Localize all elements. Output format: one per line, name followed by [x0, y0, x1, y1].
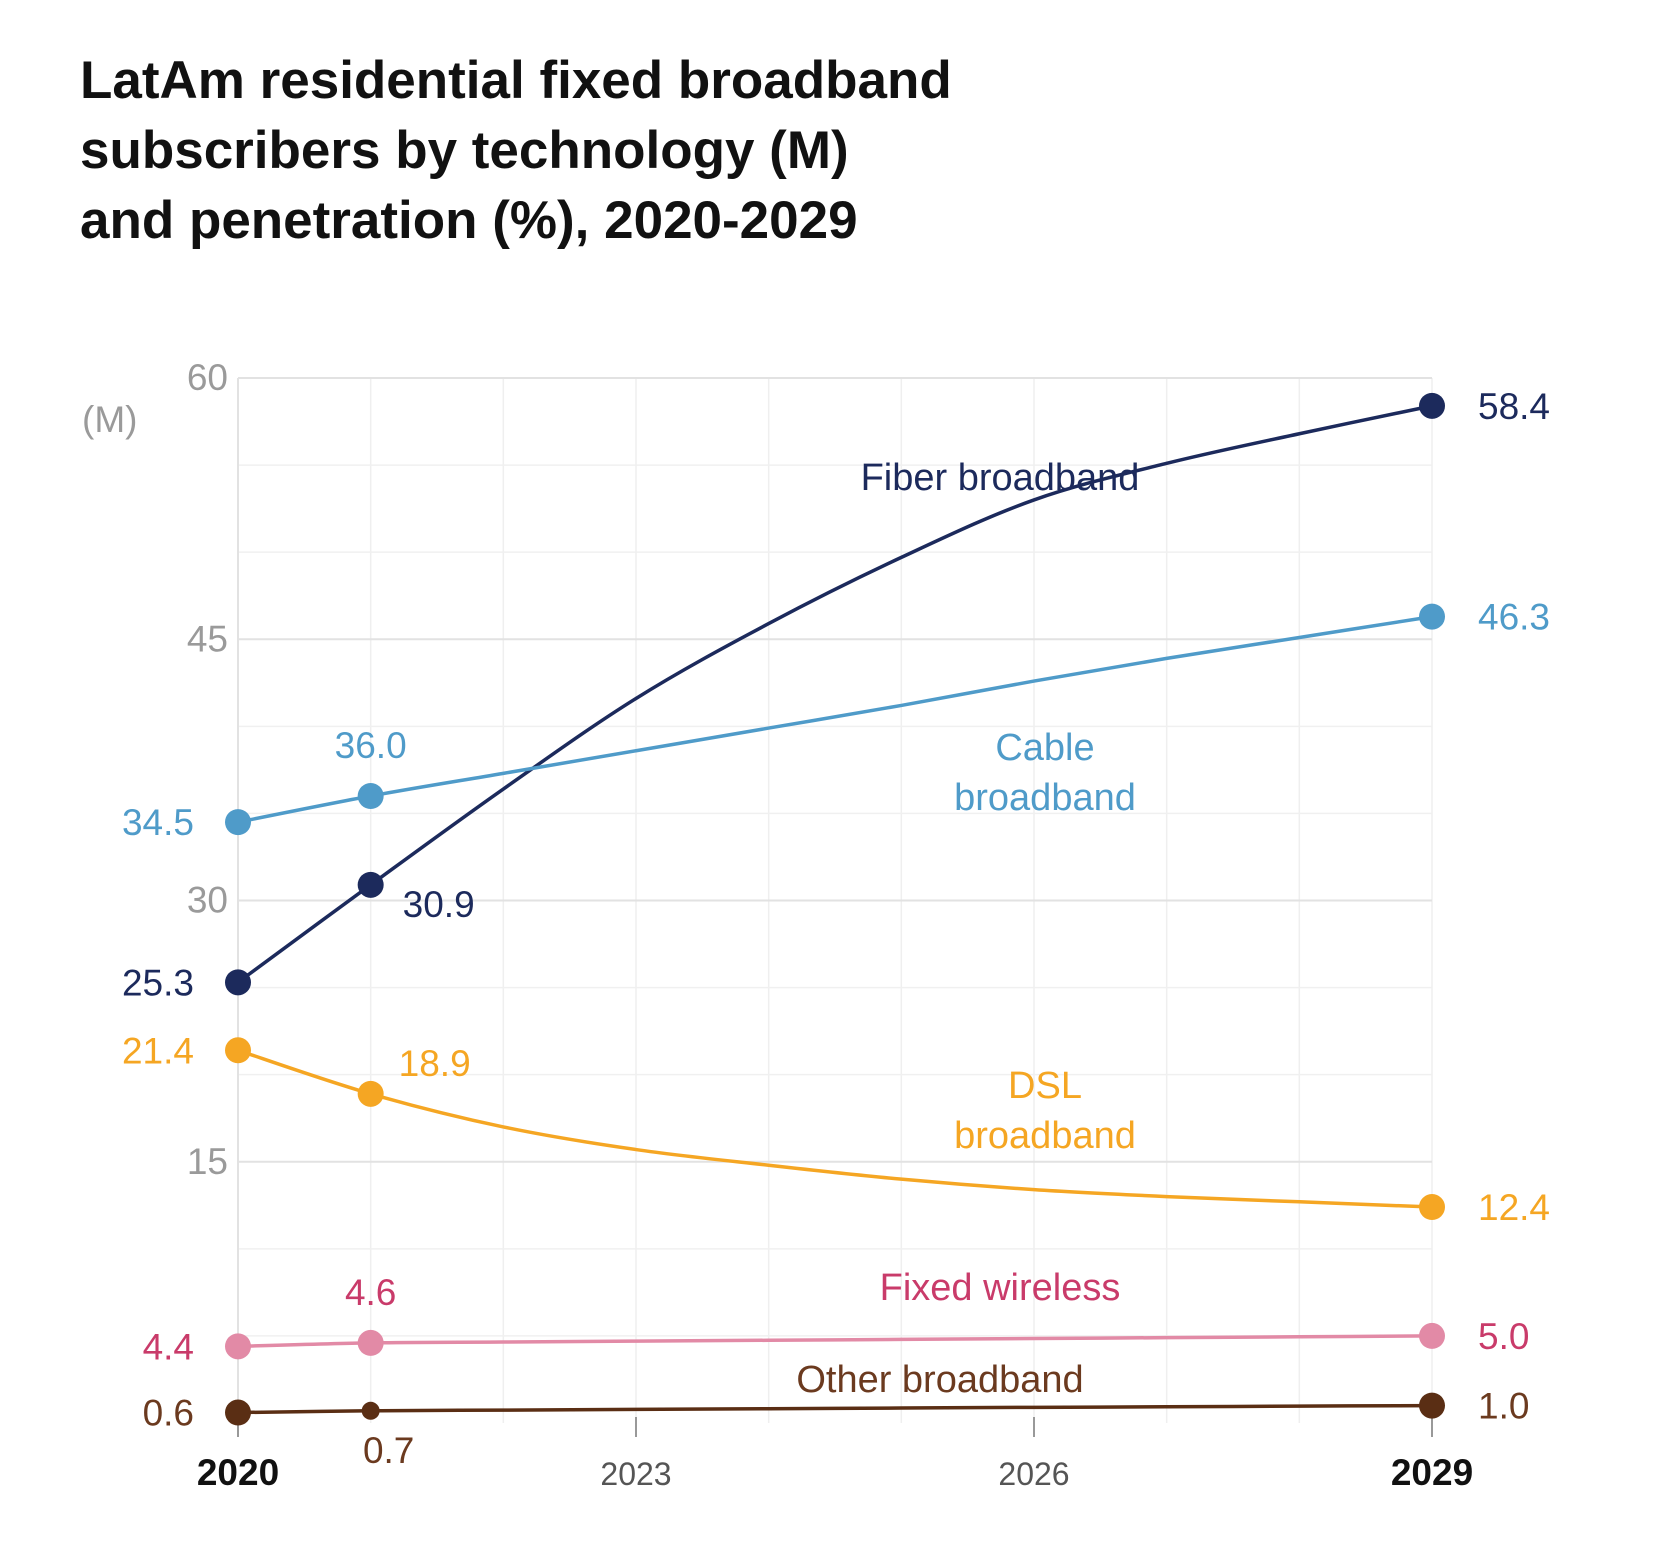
- x-tick-label: 2026: [998, 1456, 1069, 1492]
- series-line-fiber-broadband: [236, 404, 1434, 985]
- series-line-fixed-wireless: [236, 1334, 1434, 1349]
- chart-title: LatAm residential fixed broadband subscr…: [80, 46, 1180, 256]
- data-label-fiber-broadband: 30.9: [403, 884, 475, 925]
- series-line-cable-broadband: [236, 614, 1434, 824]
- series-name-cable-broadband: Cable: [995, 727, 1094, 769]
- data-point-other-broadband: [361, 1401, 380, 1420]
- data-label-other-broadband: 1.0: [1478, 1386, 1529, 1427]
- data-label-fixed-wireless: 4.6: [345, 1272, 396, 1313]
- y-tick-label: 60: [187, 357, 228, 398]
- series-name-other-broadband: Other broadband: [796, 1359, 1083, 1401]
- data-label-dsl-broadband: 18.9: [399, 1043, 471, 1084]
- data-point-fiber-broadband: [225, 969, 251, 996]
- series-name-cable-broadband: broadband: [954, 777, 1136, 819]
- data-point-cable-broadband: [1419, 603, 1445, 630]
- x-tick-label: 2023: [600, 1456, 671, 1492]
- data-label-cable-broadband: 34.5: [122, 802, 194, 843]
- data-point-fiber-broadband: [1419, 392, 1445, 419]
- y-axis-label: (M): [82, 399, 137, 440]
- data-point-dsl-broadband: [1419, 1194, 1445, 1221]
- data-label-dsl-broadband: 21.4: [122, 1030, 194, 1071]
- data-label-fiber-broadband: 25.3: [122, 962, 194, 1003]
- data-point-other-broadband: [1419, 1392, 1445, 1419]
- data-point-cable-broadband: [357, 783, 384, 809]
- y-tick-label: 30: [187, 880, 228, 921]
- y-tick-label: 45: [187, 618, 228, 659]
- series-line-dsl-broadband: [236, 1048, 1434, 1209]
- series-name-dsl-broadband: DSL: [1008, 1065, 1082, 1107]
- chart-title-line-3: and penetration (%), 2020-2029: [80, 191, 858, 250]
- x-tick-label: 2020: [197, 1452, 279, 1493]
- series-name-fiber-broadband: Fiber broadband: [861, 457, 1140, 499]
- data-label-dsl-broadband: 12.4: [1478, 1187, 1550, 1228]
- series-name-dsl-broadband: broadband: [954, 1115, 1136, 1157]
- x-tick-label: 2029: [1391, 1452, 1473, 1493]
- data-point-dsl-broadband: [357, 1080, 384, 1107]
- data-label-other-broadband: 0.7: [363, 1430, 414, 1471]
- data-point-other-broadband: [225, 1399, 251, 1426]
- data-label-fixed-wireless: 4.4: [143, 1326, 194, 1367]
- chart-title-line-2: subscribers by technology (M): [80, 121, 849, 180]
- data-label-fiber-broadband: 58.4: [1478, 386, 1550, 427]
- data-point-cable-broadband: [225, 809, 251, 836]
- data-label-cable-broadband: 36.0: [335, 725, 407, 766]
- series-line-other-broadband: [236, 1403, 1434, 1415]
- data-point-fiber-broadband: [357, 871, 384, 898]
- data-point-fixed-wireless: [225, 1333, 251, 1360]
- data-label-fixed-wireless: 5.0: [1478, 1316, 1529, 1357]
- data-point-dsl-broadband: [225, 1037, 251, 1064]
- data-label-other-broadband: 0.6: [143, 1393, 194, 1434]
- y-tick-label: 15: [187, 1141, 228, 1182]
- chart-title-line-1: LatAm residential fixed broadband: [80, 51, 952, 110]
- data-point-fixed-wireless: [357, 1329, 384, 1356]
- series-name-fixed-wireless: Fixed wireless: [880, 1267, 1121, 1309]
- data-point-fixed-wireless: [1419, 1322, 1445, 1349]
- data-label-cable-broadband: 46.3: [1478, 597, 1550, 638]
